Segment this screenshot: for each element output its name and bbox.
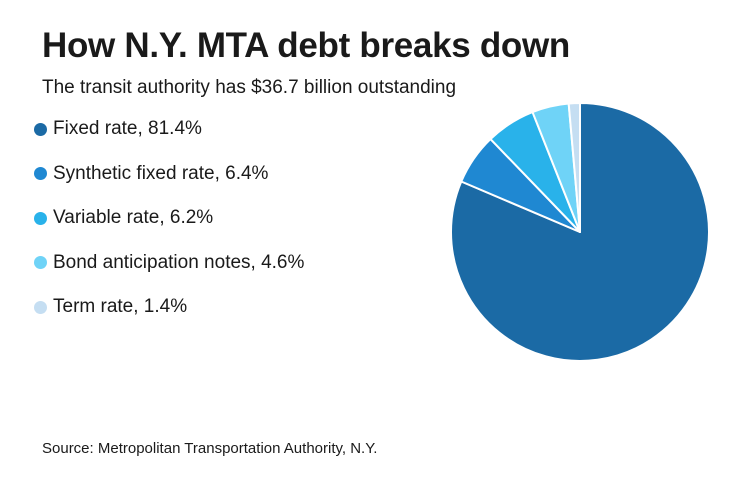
legend-item-term-rate: Term rate, 1.4%	[34, 296, 304, 318]
legend-item-variable-rate: Variable rate, 6.2%	[34, 207, 304, 229]
legend-swatch-fixed-rate	[34, 122, 47, 136]
chart-subtitle: The transit authority has $36.7 billion …	[42, 77, 457, 98]
legend-label-bond-anticipation-notes: Bond anticipation notes, 4.6%	[53, 251, 305, 273]
pie-chart	[450, 102, 710, 362]
chart-title: How N.Y. MTA debt breaks down	[42, 26, 571, 65]
legend-label-variable-rate: Variable rate, 6.2%	[53, 207, 214, 228]
legend-swatch-variable-rate	[34, 211, 47, 225]
source-note: Source: Metropolitan Transportation Auth…	[42, 440, 378, 457]
legend-item-fixed-rate: Fixed rate, 81.4%	[34, 118, 304, 140]
legend-swatch-synthetic-fixed-rate	[34, 167, 47, 180]
legend: Fixed rate, 81.4% Synthetic fixed rate, …	[34, 118, 304, 341]
legend-swatch-term-rate	[34, 300, 47, 314]
legend-label-fixed-rate: Fixed rate, 81.4%	[53, 118, 202, 139]
legend-swatch-bond-anticipation-notes	[34, 256, 47, 269]
legend-item-synthetic-fixed-rate: Synthetic fixed rate, 6.4%	[34, 163, 304, 185]
legend-item-bond-anticipation-notes: Bond anticipation notes, 4.6%	[34, 252, 304, 274]
legend-label-synthetic-fixed-rate: Synthetic fixed rate, 6.4%	[53, 162, 269, 184]
legend-label-term-rate: Term rate, 1.4%	[53, 296, 188, 317]
pie-slice-term-rate	[567, 102, 581, 233]
